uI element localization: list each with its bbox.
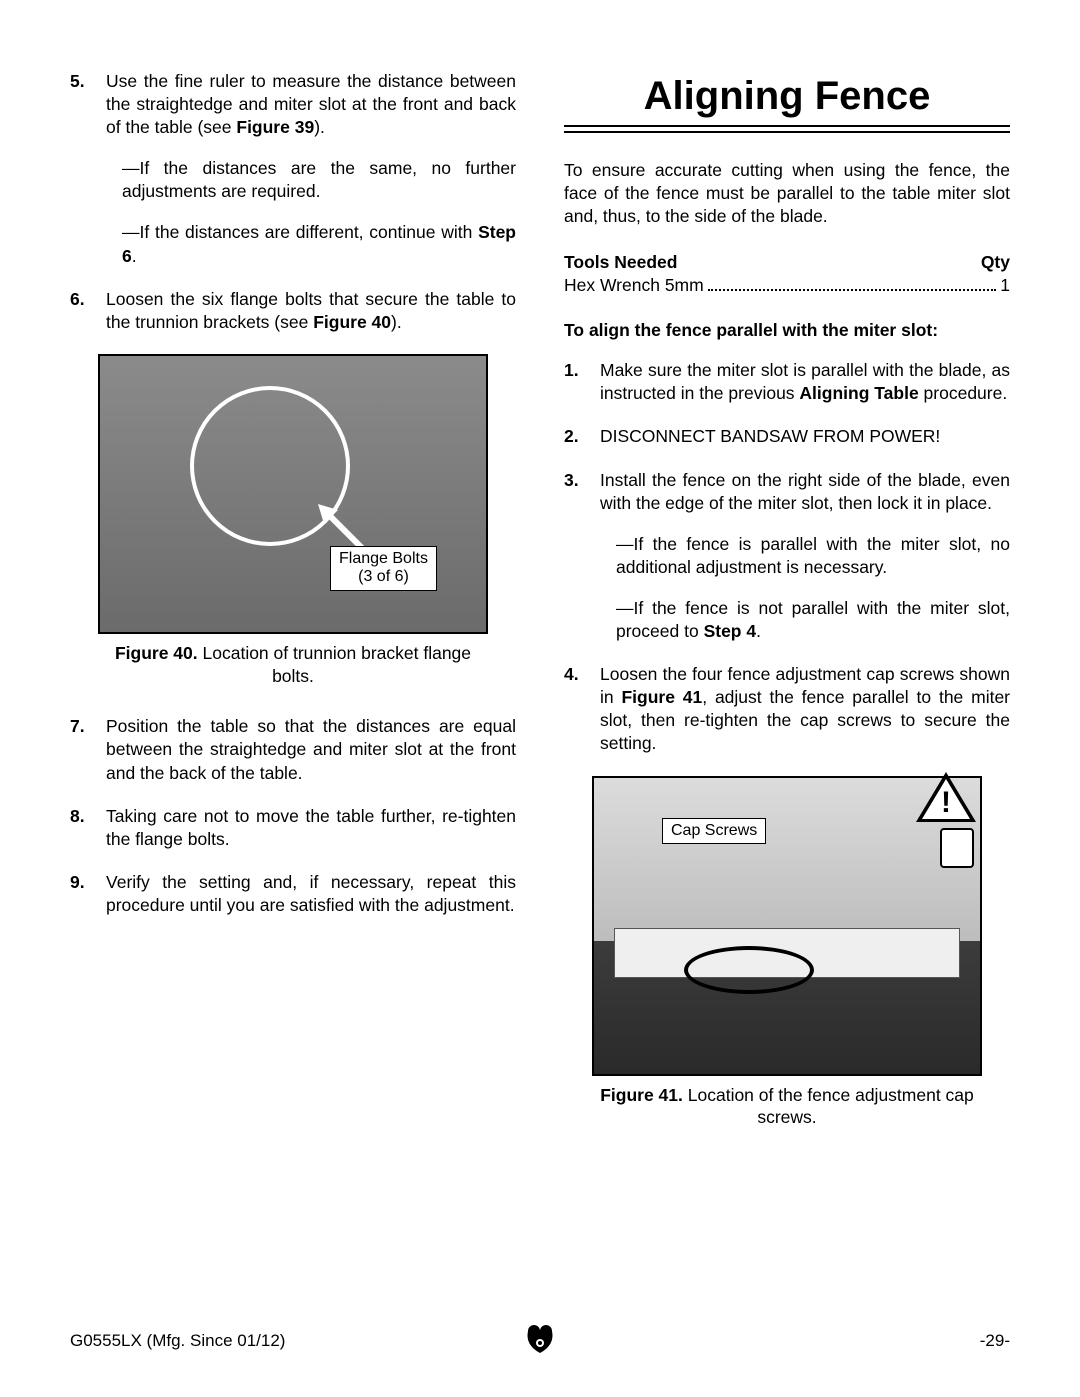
callout-oval [684,946,814,994]
step-body: Install the fence on the right side of t… [600,469,1010,644]
leader-dots [708,275,997,291]
step-1: 1. Make sure the miter slot is parallel … [564,359,1010,405]
step-num: 2. [564,425,600,448]
step-8: 8. Taking care not to move the table fur… [70,805,516,851]
step-num: 6. [70,288,106,334]
text: . [756,621,761,641]
label-line: (3 of 6) [358,568,409,585]
ref: Aligning Table [799,383,918,403]
step-num: 7. [70,715,106,784]
step-body: Position the table so that the distances… [106,715,516,784]
left-column: 5. Use the fine ruler to measure the dis… [70,70,516,1157]
step-7: 7. Position the table so that the distan… [70,715,516,784]
caption-text: Location of trunnion bracket flange bolt… [198,643,471,686]
procedure-heading: To align the fence parallel with the mit… [564,320,1010,341]
step-body: DISCONNECT BANDSAW FROM POWER! [600,425,1010,448]
text: —If the fence is not parallel with the m… [616,598,1010,641]
figure-label: Cap Screws [662,818,766,844]
figure-ref: Figure 39 [236,117,314,137]
sub-item: —If the distances are different, continu… [122,221,516,267]
step-6: 6. Loosen the six flange bolts that secu… [70,288,516,334]
step-num: 4. [564,663,600,755]
step-body: Make sure the miter slot is parallel wit… [600,359,1010,405]
figure-label: Flange Bolts (3 of 6) [330,546,437,591]
caption-num: Figure 41. [600,1085,683,1105]
step-9: 9. Verify the setting and, if necessary,… [70,871,516,917]
tools-header: Tools Needed Qty [564,252,1010,273]
step-2: 2. DISCONNECT BANDSAW FROM POWER! [564,425,1010,448]
step-body: Verify the setting and, if necessary, re… [106,871,516,917]
step-num: 9. [70,871,106,917]
sub-item: —If the distances are the same, no furth… [122,157,516,203]
plug-icon [940,828,974,868]
text: ). [314,117,325,137]
footer-model: G0555LX (Mfg. Since 01/12) [70,1331,285,1351]
caption-text: Location of the fence adjustment cap scr… [683,1085,974,1128]
label-line: Flange Bolts [339,550,428,567]
step-body: Use the fine ruler to measure the distan… [106,70,516,268]
tool-name: Hex Wrench 5mm [564,275,704,296]
right-column: Aligning Fence To ensure accurate cuttin… [564,70,1010,1157]
step-5: 5. Use the fine ruler to measure the dis… [70,70,516,268]
step-body: Loosen the four fence adjustment cap scr… [600,663,1010,755]
figure-41: Cap Screws ! [592,776,982,1076]
qty-label: Qty [981,252,1010,273]
step-num: 5. [70,70,106,268]
figure-41-caption: Figure 41. Location of the fence adjustm… [594,1084,980,1130]
sub-item: —If the fence is parallel with the miter… [616,533,1010,579]
step-body: Taking care not to move the table furthe… [106,805,516,851]
step-body: Loosen the six flange bolts that secure … [106,288,516,334]
step-num: 8. [70,805,106,851]
figure-40-caption: Figure 40. Location of trunnion bracket … [100,642,486,688]
step-num: 1. [564,359,600,405]
figure-ref: Figure 40 [313,312,391,332]
step-3: 3. Install the fence on the right side o… [564,469,1010,644]
tool-qty: 1 [1000,275,1010,296]
sub-item: —If the fence is not parallel with the m… [616,597,1010,643]
text: Install the fence on the right side of t… [600,470,1010,513]
text: Loosen the six flange bolts that secure … [106,289,516,332]
text: ). [391,312,402,332]
tools-label: Tools Needed [564,252,677,273]
caption-num: Figure 40. [115,643,198,663]
text: —If the distances are different, continu… [122,222,478,242]
step-num: 3. [564,469,600,644]
figure-ref: Figure 41 [621,687,702,707]
text: procedure. [919,383,1008,403]
tool-line: Hex Wrench 5mm 1 [564,275,1010,296]
step-4: 4. Loosen the four fence adjustment cap … [564,663,1010,755]
section-title: Aligning Fence [564,74,1010,119]
text: . [132,246,137,266]
bear-logo-icon [522,1321,558,1357]
figure-40: Flange Bolts (3 of 6) [98,354,488,634]
footer-page: -29- [980,1331,1010,1351]
title-rule [564,125,1010,133]
intro-paragraph: To ensure accurate cutting when using th… [564,159,1010,228]
step-ref: Step 4 [704,621,757,641]
